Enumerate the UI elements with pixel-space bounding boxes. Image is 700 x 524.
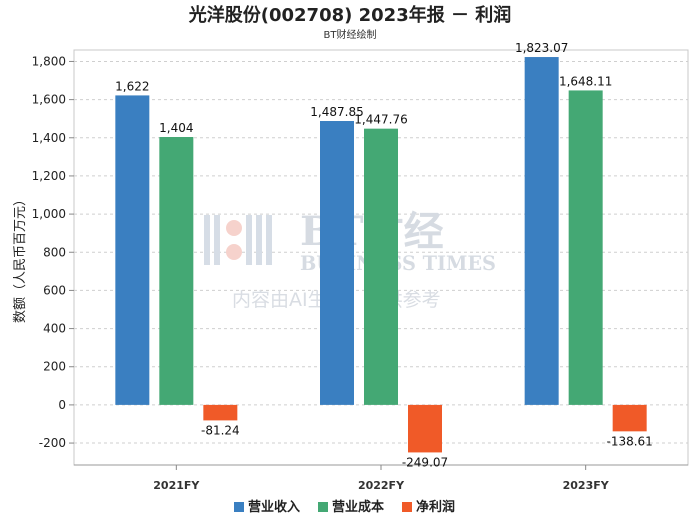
bar <box>612 404 647 432</box>
bar <box>524 57 559 405</box>
bar <box>115 95 150 405</box>
legend: 营业收入 营业成本 净利润 <box>234 499 455 515</box>
y-tick-label: 0 <box>58 398 66 412</box>
legend-label: 营业成本 <box>332 499 384 515</box>
data-label: 1,823.07 <box>515 41 568 55</box>
y-axis: -200 0 200 400 600 800 1,000 1,200 1,400 1,600 1,8… <box>32 54 74 450</box>
y-tick-label: 200 <box>43 360 66 374</box>
chart-title: 光洋股份(002708) 2023年报 － 利润 <box>188 4 512 26</box>
y-tick-label: 1,200 <box>32 169 66 183</box>
bar <box>203 404 238 421</box>
y-tick-label: 1,000 <box>32 207 66 221</box>
bars: 1,622 1,404 -81.24 1,487.851,447.76 -249.07 1… <box>115 41 653 469</box>
legend-swatch <box>234 502 244 512</box>
bar <box>408 404 442 453</box>
legend-swatch <box>318 502 328 512</box>
data-label: -81.24 <box>201 423 240 437</box>
data-label: 1,648.11 <box>559 74 612 88</box>
y-tick-label: 400 <box>43 322 66 336</box>
bar <box>568 90 603 405</box>
bar <box>159 137 194 405</box>
x-tick-label: 2021FY <box>153 479 200 492</box>
y-tick-label: 1,600 <box>32 93 66 107</box>
chart-subtitle: BT财经绘制 <box>324 28 377 41</box>
y-tick-label: 600 <box>43 283 66 297</box>
watermark-logo <box>204 215 272 265</box>
y-tick-label: 800 <box>43 245 66 259</box>
legend-swatch <box>402 502 412 512</box>
data-label: -249.07 <box>402 455 448 469</box>
data-label: 1,404 <box>159 121 193 135</box>
x-tick-label: 2022FY <box>358 479 405 492</box>
bar <box>320 121 354 405</box>
y-tick-label: 1,800 <box>32 54 66 68</box>
data-label: 1,622 <box>115 79 149 93</box>
x-tick-label: 2023FY <box>563 479 610 492</box>
data-label: 1,487.85 <box>310 105 363 119</box>
x-axis: 2021FY 2022FY 2023FY <box>153 465 610 492</box>
y-axis-label: 数额（人民币百万元） <box>13 193 28 323</box>
legend-label: 营业收入 <box>248 499 300 515</box>
data-label: 1,447.76 <box>354 113 407 127</box>
y-tick-label: -200 <box>39 436 66 450</box>
bar <box>364 128 398 405</box>
data-label: -138.61 <box>607 434 653 448</box>
legend-label: 净利润 <box>416 499 455 515</box>
y-tick-label: 1,400 <box>32 131 66 145</box>
